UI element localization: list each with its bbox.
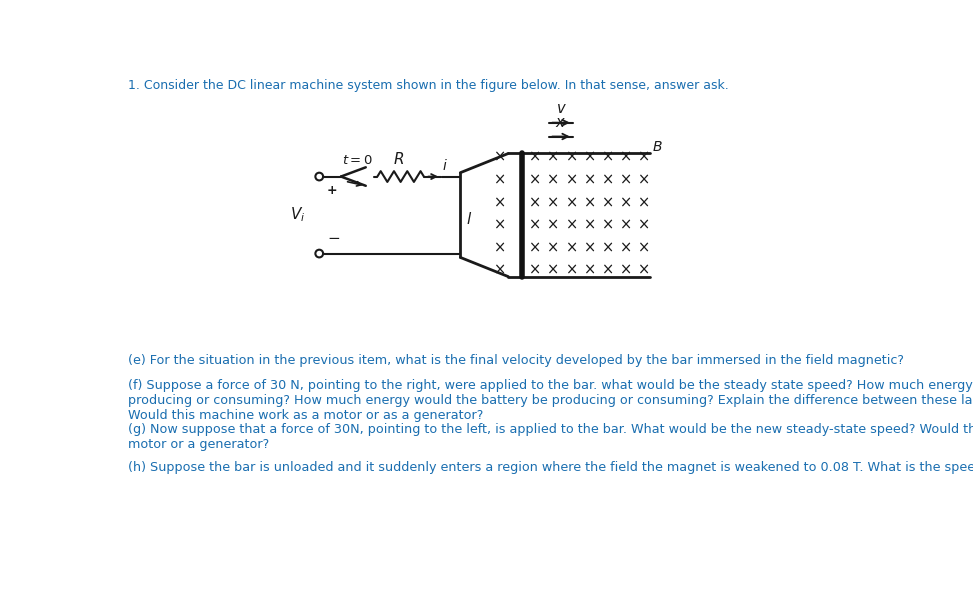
Text: $V_i$: $V_i$: [290, 206, 306, 224]
Text: ×: ×: [638, 263, 650, 278]
Text: ×: ×: [494, 150, 507, 165]
Text: ×: ×: [565, 240, 578, 255]
Text: ×: ×: [494, 218, 507, 233]
Text: ×: ×: [565, 150, 578, 165]
Text: ×: ×: [620, 195, 632, 210]
Text: ×: ×: [638, 240, 650, 255]
Text: ×: ×: [494, 240, 507, 255]
Text: ×: ×: [548, 218, 559, 233]
Text: ×: ×: [548, 240, 559, 255]
Text: ×: ×: [620, 240, 632, 255]
Text: (h) Suppose the bar is unloaded and it suddenly enters a region where the field : (h) Suppose the bar is unloaded and it s…: [127, 462, 973, 474]
Text: ×: ×: [565, 172, 578, 188]
Text: $t=0$: $t=0$: [342, 154, 374, 168]
Text: ×: ×: [638, 218, 650, 233]
Text: (f) Suppose a force of 30 N, pointing to the right, were applied to the bar. wha: (f) Suppose a force of 30 N, pointing to…: [127, 379, 973, 422]
Text: (e) For the situation in the previous item, what is the final velocity developed: (e) For the situation in the previous it…: [127, 354, 904, 367]
Text: ×: ×: [601, 263, 614, 278]
Text: (g) Now suppose that a force of 30N, pointing to the left, is applied to the bar: (g) Now suppose that a force of 30N, poi…: [127, 423, 973, 451]
Text: ×: ×: [638, 172, 650, 188]
Text: ×: ×: [584, 150, 595, 165]
Text: $B$: $B$: [653, 140, 664, 154]
Text: ×: ×: [529, 172, 542, 188]
Text: ×: ×: [529, 218, 542, 233]
Text: $l$: $l$: [466, 211, 473, 227]
Text: ×: ×: [620, 150, 632, 165]
Text: ×: ×: [565, 195, 578, 210]
Text: ×: ×: [601, 195, 614, 210]
Text: ×: ×: [601, 150, 614, 165]
Text: ×: ×: [529, 150, 542, 165]
Text: ×: ×: [494, 195, 507, 210]
Text: +: +: [327, 185, 338, 197]
Text: ×: ×: [529, 240, 542, 255]
Text: 1. Consider the DC linear machine system shown in the figure below. In that sens: 1. Consider the DC linear machine system…: [127, 79, 729, 92]
Text: ×: ×: [494, 172, 507, 188]
Text: $x$: $x$: [556, 116, 566, 130]
Text: ×: ×: [620, 172, 632, 188]
Text: ×: ×: [584, 195, 595, 210]
Text: ×: ×: [548, 263, 559, 278]
Text: ×: ×: [601, 240, 614, 255]
Text: ×: ×: [601, 172, 614, 188]
Text: ×: ×: [584, 172, 595, 188]
Text: ×: ×: [529, 195, 542, 210]
Text: ×: ×: [529, 263, 542, 278]
Text: $R$: $R$: [393, 151, 405, 166]
Text: $i$: $i$: [443, 159, 449, 174]
Text: ×: ×: [565, 218, 578, 233]
Text: ×: ×: [584, 263, 595, 278]
Text: ×: ×: [494, 263, 507, 278]
Text: ×: ×: [620, 218, 632, 233]
Text: ×: ×: [565, 263, 578, 278]
Text: $v$: $v$: [556, 102, 566, 117]
Text: ×: ×: [584, 240, 595, 255]
Text: ×: ×: [638, 150, 650, 165]
Text: ×: ×: [620, 263, 632, 278]
Text: ×: ×: [548, 172, 559, 188]
Text: −: −: [327, 231, 340, 246]
Text: ×: ×: [584, 218, 595, 233]
Text: ×: ×: [601, 218, 614, 233]
Text: ×: ×: [548, 150, 559, 165]
Text: ×: ×: [638, 195, 650, 210]
Text: ×: ×: [548, 195, 559, 210]
